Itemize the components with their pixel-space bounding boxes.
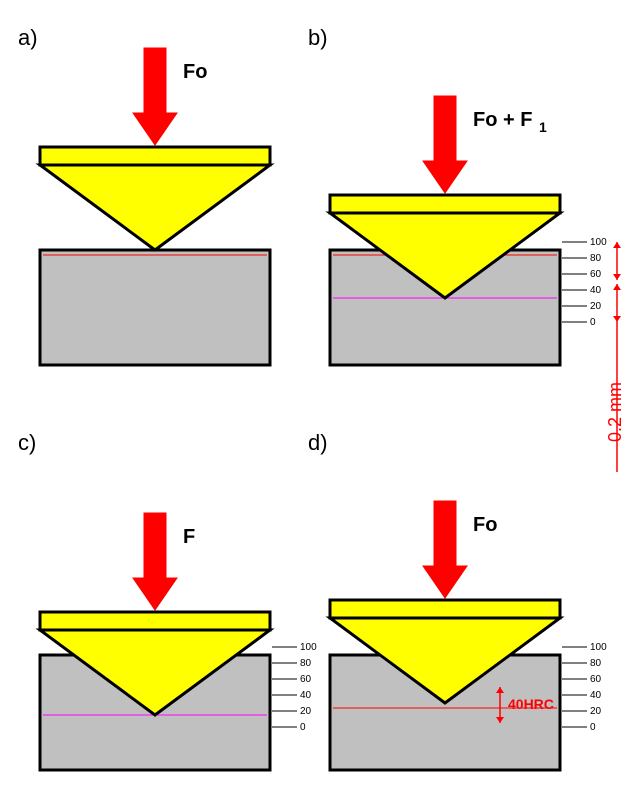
scale-label: 60 (300, 674, 312, 685)
scale-label: 60 (590, 269, 602, 280)
dim-arrowhead (613, 316, 621, 322)
force-label: Fo (473, 514, 497, 536)
force-label-sub: 1 (539, 119, 547, 135)
specimen-block (40, 250, 270, 365)
force-arrow (133, 48, 177, 145)
scale-label: 80 (300, 658, 312, 669)
scale-label: 0 (300, 722, 306, 733)
force-label: F (183, 526, 195, 548)
dim-arrowhead (613, 274, 621, 280)
panel-tag: d) (308, 430, 328, 455)
scale-label: 60 (590, 674, 602, 685)
scale-label: 0 (590, 317, 596, 328)
indenter-band (40, 612, 270, 630)
dim-arrowhead (613, 284, 621, 290)
indenter-band (330, 600, 560, 618)
panel-tag: c) (18, 430, 36, 455)
scale-label: 100 (590, 237, 607, 248)
force-arrow (423, 96, 467, 193)
panel-a: a) Fo (18, 25, 270, 365)
indenter-band (40, 147, 270, 165)
hrc-label: 40HRC (508, 696, 554, 712)
indenter-cone (40, 165, 270, 250)
panel-d: d) Fo 100 80 60 40 20 0 40HRC (308, 430, 607, 770)
scale-label: 80 (590, 658, 602, 669)
scale-label: 40 (590, 690, 602, 701)
force-label: Fo + F (473, 109, 532, 131)
scale-label: 20 (590, 706, 602, 717)
scale-label: 20 (590, 301, 602, 312)
scale-label: 80 (590, 253, 602, 264)
scale-label: 100 (590, 642, 607, 653)
indenter-band (330, 195, 560, 213)
panel-tag: a) (18, 25, 38, 50)
dim-arrowhead (613, 242, 621, 248)
panel-tag: b) (308, 25, 328, 50)
scale-label: 40 (590, 285, 602, 296)
scale-label: 40 (300, 690, 312, 701)
scale-label: 20 (300, 706, 312, 717)
force-label: Fo (183, 61, 207, 83)
panel-c: c) F 100 80 60 40 20 0 (18, 430, 317, 770)
scale-label: 0 (590, 722, 596, 733)
force-arrow (133, 513, 177, 610)
panel-b: b) Fo + F 1 100 80 60 40 20 0 0.2 mm (308, 25, 621, 472)
scale-dimension-label: 0.2 mm (605, 382, 621, 442)
scale-label: 100 (300, 642, 317, 653)
force-arrow (423, 501, 467, 598)
